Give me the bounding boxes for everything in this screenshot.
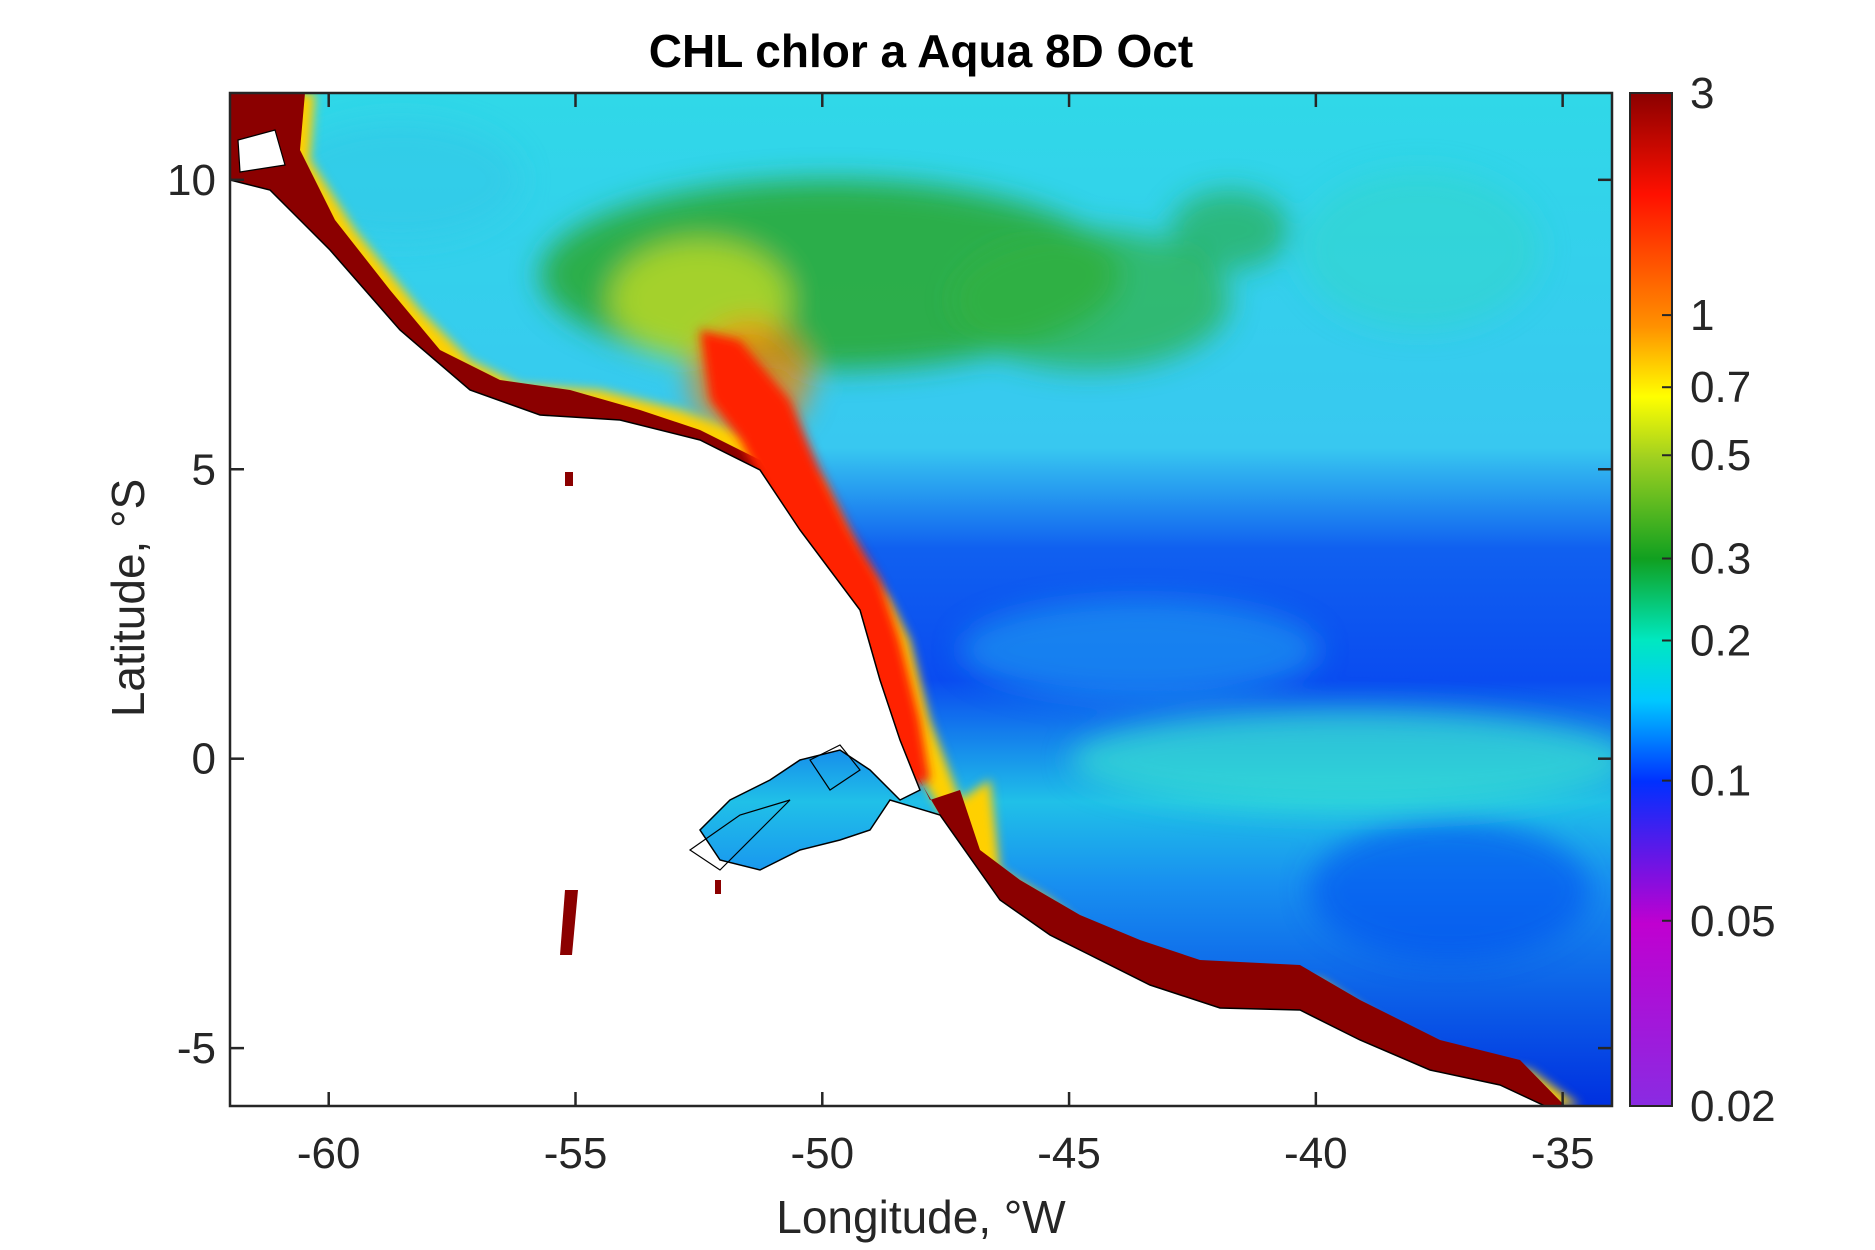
colorbar-tick-label: 0.5 xyxy=(1690,431,1751,480)
x-tick-label: -40 xyxy=(1284,1129,1348,1178)
colorbar-tick-label: 0.05 xyxy=(1690,897,1776,946)
y-tick-label: 10 xyxy=(167,156,216,205)
y-axis-ticks: -5 0 5 10 xyxy=(167,156,1612,1073)
y-tick-label: -5 xyxy=(177,1024,216,1073)
y-tick-label: 5 xyxy=(192,445,216,494)
y-tick-label: 0 xyxy=(192,735,216,784)
x-tick-label: -50 xyxy=(790,1129,854,1178)
x-axis-label: Longitude, °W xyxy=(776,1191,1066,1243)
colorbar-tick-label: 0.2 xyxy=(1690,616,1751,665)
colorbar-tick-label: 0.7 xyxy=(1690,363,1751,412)
map-axes-frame xyxy=(228,91,1614,1108)
colorbar-tick-label: 1 xyxy=(1690,291,1714,340)
x-tick-label: -60 xyxy=(297,1129,361,1178)
x-tick-label: -55 xyxy=(544,1129,608,1178)
x-tick-label: -45 xyxy=(1037,1129,1101,1178)
colorbar-gradient xyxy=(1629,92,1673,1107)
colorbar-tick-label: 0.1 xyxy=(1690,757,1751,806)
y-axis-label: Latitude, °S xyxy=(102,478,154,718)
x-axis-ticks: -60 -55 -50 -45 -40 -35 xyxy=(297,93,1595,1178)
map-title: CHL chlor a Aqua 8D Oct xyxy=(648,25,1194,77)
colorbar-tick-label: 0.02 xyxy=(1690,1082,1776,1131)
colorbar-ticks: 3 1 0.7 0.5 0.3 0.2 0.1 0.05 0.02 xyxy=(1662,69,1776,1131)
x-tick-label: -35 xyxy=(1531,1129,1595,1178)
land-mass xyxy=(230,179,1546,1106)
colorbar-tick-label: 3 xyxy=(1690,69,1714,118)
chlorophyll-field xyxy=(230,93,1612,1106)
colorbar-tick-label: 0.3 xyxy=(1690,535,1751,584)
colorbar: 3 1 0.7 0.5 0.3 0.2 0.1 0.05 0.02 xyxy=(1629,69,1776,1131)
